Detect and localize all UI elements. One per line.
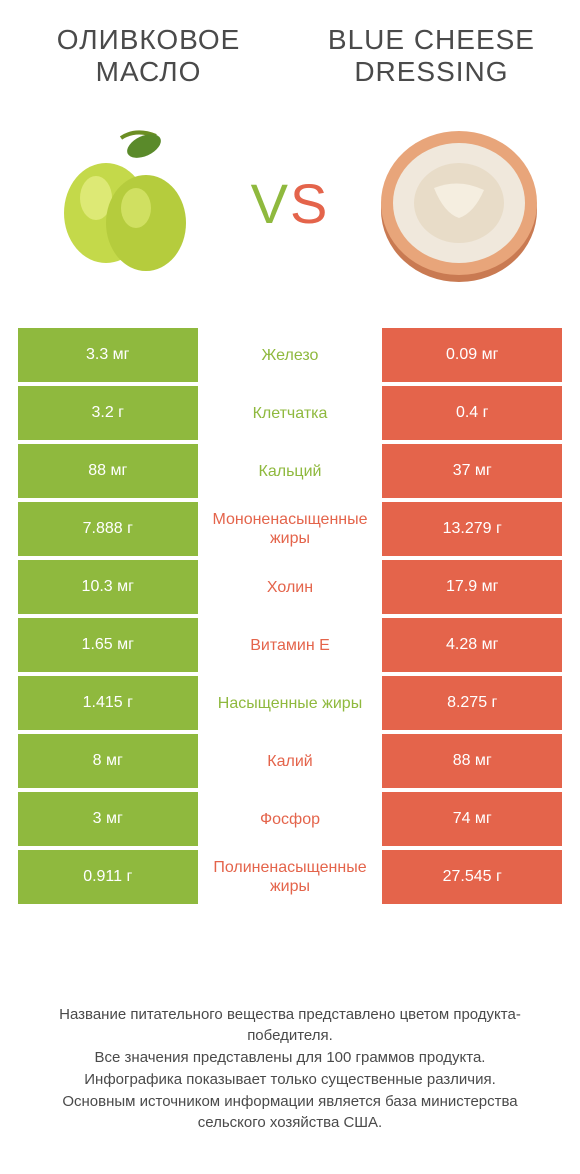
nutrient-label: Калий — [198, 734, 383, 788]
right-value: 0.09 мг — [382, 328, 562, 382]
right-value: 88 мг — [382, 734, 562, 788]
right-value: 0.4 г — [382, 386, 562, 440]
right-product-image — [374, 118, 544, 288]
comparison-table: 3.3 мгЖелезо0.09 мг3.2 гКлетчатка0.4 г88… — [18, 328, 562, 908]
table-row: 8 мгКалий88 мг — [18, 734, 562, 788]
table-row: 88 мгКальций37 мг — [18, 444, 562, 498]
footer-line: Название питательного вещества представл… — [28, 1004, 552, 1048]
table-row: 3 мгФосфор74 мг — [18, 792, 562, 846]
left-value: 88 мг — [18, 444, 198, 498]
left-value: 3.3 мг — [18, 328, 198, 382]
footer-line: Инфографика показывает только существенн… — [28, 1069, 552, 1091]
vs-label: VS — [251, 171, 330, 236]
right-value: 8.275 г — [382, 676, 562, 730]
nutrient-label: Кальций — [198, 444, 383, 498]
left-value: 7.888 г — [18, 502, 198, 556]
nutrient-label: Холин — [198, 560, 383, 614]
nutrient-label: Железо — [198, 328, 383, 382]
right-value: 27.545 г — [382, 850, 562, 904]
table-row: 7.888 гМононенасыщенные жиры13.279 г — [18, 502, 562, 556]
nutrient-label: Витамин E — [198, 618, 383, 672]
right-value: 4.28 мг — [382, 618, 562, 672]
table-row: 3.3 мгЖелезо0.09 мг — [18, 328, 562, 382]
vs-letter-s: S — [290, 172, 329, 235]
table-row: 3.2 гКлетчатка0.4 г — [18, 386, 562, 440]
table-row: 10.3 мгХолин17.9 мг — [18, 560, 562, 614]
left-product-image — [36, 118, 206, 288]
titles-row: Оливковоемасло Blue cheese dressing — [18, 24, 562, 88]
table-row: 1.415 гНасыщенные жиры8.275 г — [18, 676, 562, 730]
vs-row: VS — [18, 118, 562, 288]
nutrient-label: Полиненасыщенные жиры — [198, 850, 383, 904]
left-value: 1.65 мг — [18, 618, 198, 672]
left-value: 8 мг — [18, 734, 198, 788]
right-value: 74 мг — [382, 792, 562, 846]
footer-line: Все значения представлены для 100 граммо… — [28, 1047, 552, 1069]
right-value: 37 мг — [382, 444, 562, 498]
right-value: 17.9 мг — [382, 560, 562, 614]
nutrient-label: Клетчатка — [198, 386, 383, 440]
left-value: 1.415 г — [18, 676, 198, 730]
right-value: 13.279 г — [382, 502, 562, 556]
table-row: 1.65 мгВитамин E4.28 мг — [18, 618, 562, 672]
left-value: 10.3 мг — [18, 560, 198, 614]
left-product-title: Оливковоемасло — [18, 24, 279, 88]
vs-letter-v: V — [251, 172, 290, 235]
table-row: 0.911 гПолиненасыщенные жиры27.545 г — [18, 850, 562, 904]
left-value: 3.2 г — [18, 386, 198, 440]
left-value: 3 мг — [18, 792, 198, 846]
footer-notes: Название питательного вещества представл… — [18, 964, 562, 1155]
right-product-title: Blue cheese dressing — [301, 24, 562, 88]
left-value: 0.911 г — [18, 850, 198, 904]
nutrient-label: Насыщенные жиры — [198, 676, 383, 730]
footer-line: Основным источником информации является … — [28, 1091, 552, 1135]
nutrient-label: Фосфор — [198, 792, 383, 846]
nutrient-label: Мононенасыщенные жиры — [198, 502, 383, 556]
